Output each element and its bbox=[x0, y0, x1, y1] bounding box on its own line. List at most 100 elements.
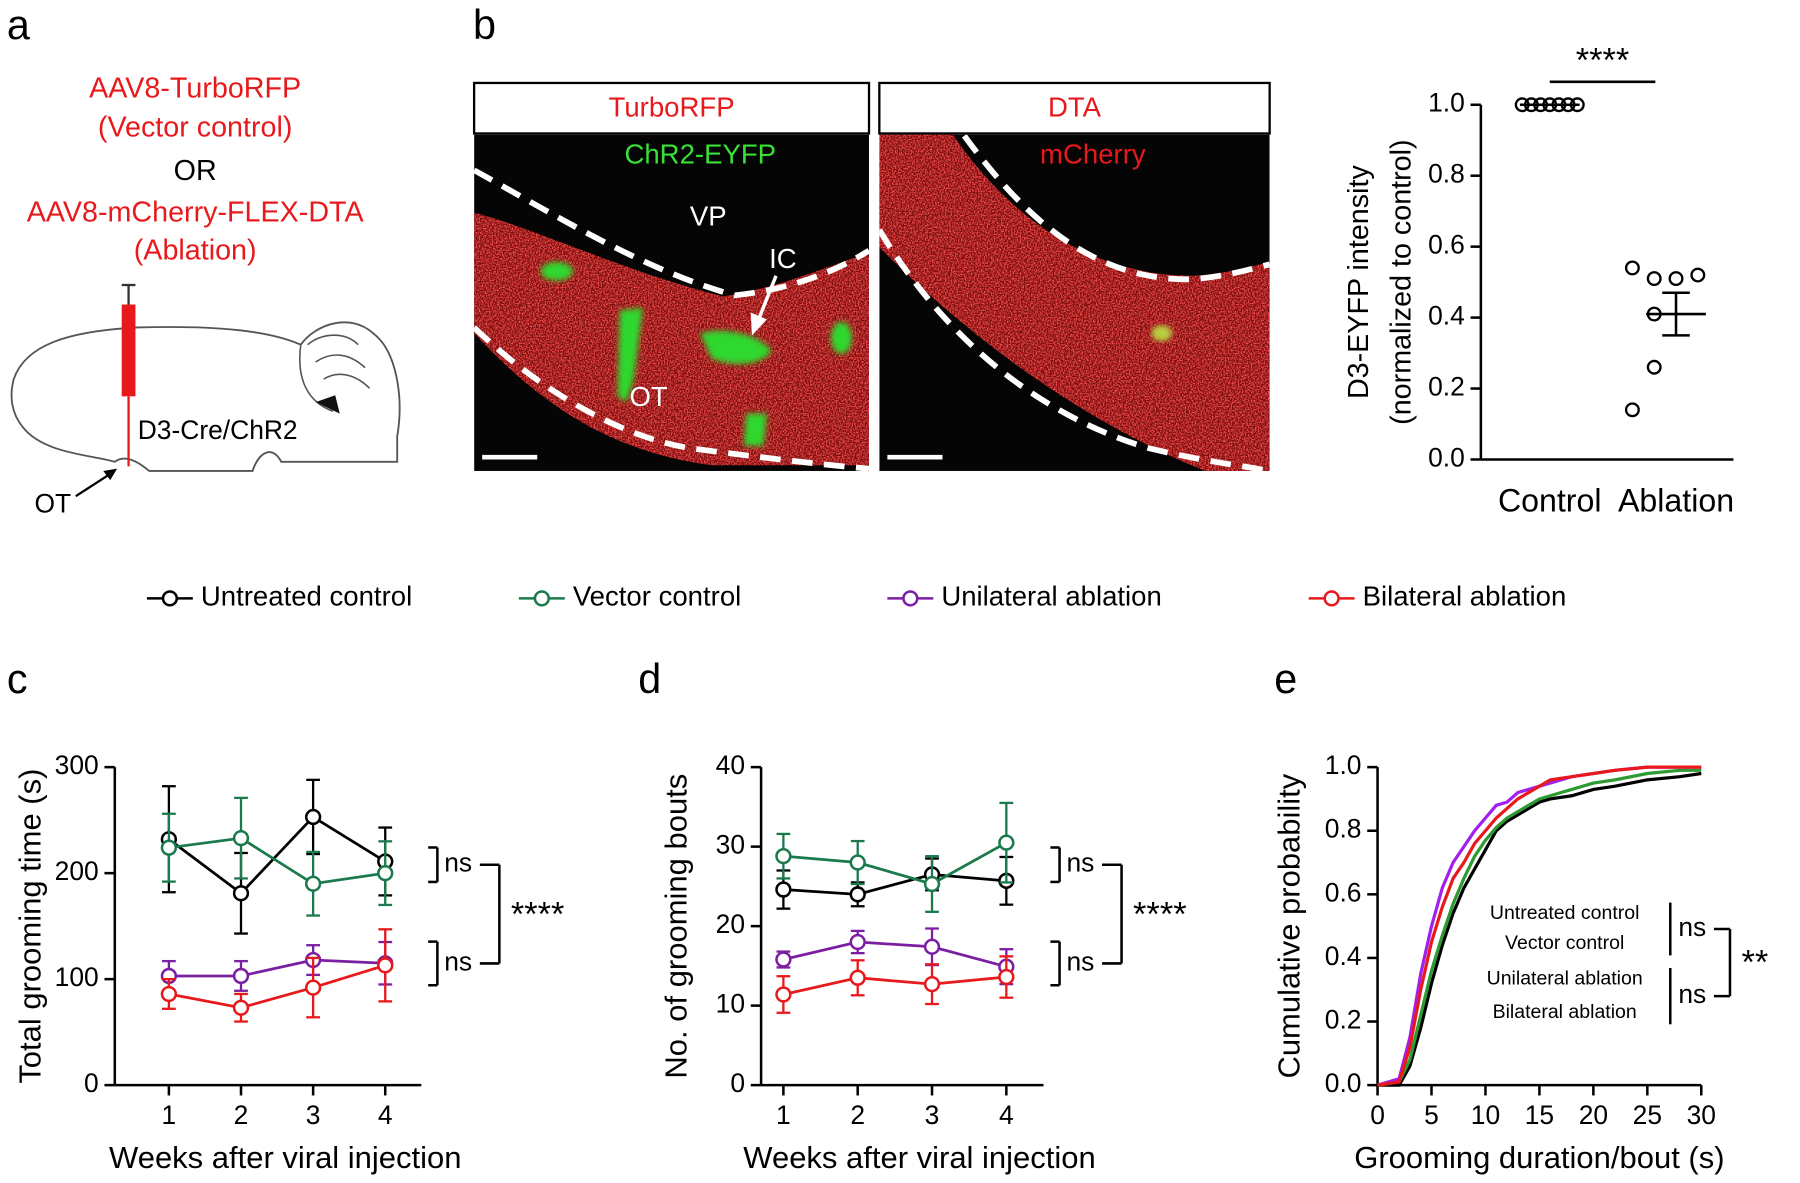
x-tick-label: 1 bbox=[162, 1100, 177, 1130]
panel-label: a bbox=[7, 2, 30, 48]
x-axis-label: Grooming duration/bout (s) bbox=[1354, 1140, 1724, 1175]
image-header-label: TurboRFP bbox=[609, 92, 735, 123]
series-line bbox=[1377, 765, 1702, 1087]
x-tick-label: 25 bbox=[1633, 1100, 1662, 1130]
x-axis-label: Weeks after viral injection bbox=[743, 1140, 1095, 1175]
x-tick-label: 30 bbox=[1687, 1100, 1716, 1130]
virus-label: (Vector control) bbox=[98, 111, 293, 143]
significance-label: **** bbox=[1576, 41, 1630, 79]
y-tick-label: 10 bbox=[716, 989, 745, 1019]
y-tick-label: 100 bbox=[55, 962, 99, 992]
or-label: OR bbox=[174, 155, 217, 187]
y-tick-label: 30 bbox=[716, 830, 745, 860]
series-label: Vector control bbox=[1505, 932, 1624, 954]
series-line bbox=[783, 841, 1008, 886]
data-point bbox=[849, 886, 866, 903]
significance-label: **** bbox=[1133, 895, 1187, 933]
data-point bbox=[232, 999, 250, 1016]
series-line bbox=[168, 958, 386, 978]
data-point bbox=[923, 976, 941, 993]
y-tick-label: 0.8 bbox=[1428, 159, 1465, 189]
brain-outline bbox=[10, 321, 401, 472]
data-point bbox=[304, 808, 322, 826]
series-line bbox=[1377, 768, 1702, 1087]
legend-label: Unilateral ablation bbox=[941, 581, 1162, 612]
panel-label: b bbox=[473, 2, 496, 48]
x-tick-label: 5 bbox=[1424, 1100, 1439, 1130]
data-point bbox=[160, 839, 178, 856]
series-line bbox=[168, 964, 386, 1010]
series-label: Unilateral ablation bbox=[1487, 968, 1643, 990]
data-point bbox=[775, 986, 792, 1003]
image-header bbox=[878, 81, 1271, 135]
region-label: OT bbox=[629, 381, 667, 412]
data-point bbox=[1646, 271, 1662, 287]
panel-label: c bbox=[7, 656, 28, 702]
y-axis-label: D3-EYFP intensity bbox=[1343, 165, 1375, 399]
mouse-line: D3-Cre/ChR2 bbox=[138, 415, 298, 445]
image-header bbox=[472, 81, 871, 135]
data-point bbox=[849, 969, 866, 986]
legend-marker bbox=[161, 590, 179, 607]
data-point bbox=[1646, 359, 1662, 375]
y-tick-label: 0.0 bbox=[1428, 442, 1465, 472]
data-point bbox=[1690, 267, 1706, 283]
y-tick-label: 20 bbox=[716, 909, 745, 939]
data-point bbox=[160, 985, 178, 1003]
y-tick-label: 1.0 bbox=[1325, 750, 1362, 780]
cerebellum bbox=[299, 334, 371, 413]
virus-label: AAV8-mCherry-FLEX-DTA bbox=[27, 196, 365, 228]
data-point bbox=[849, 854, 866, 871]
y-axis-label: Total grooming time (s) bbox=[12, 769, 47, 1084]
data-point bbox=[923, 875, 941, 893]
x-tick-label: 20 bbox=[1579, 1100, 1608, 1130]
significance-label: ns bbox=[1678, 979, 1706, 1009]
legend-label: Vector control bbox=[573, 581, 741, 612]
data-point bbox=[304, 979, 322, 996]
significance-label: **** bbox=[511, 895, 565, 933]
significance-label: ns bbox=[444, 848, 472, 878]
virus-label: (Ablation) bbox=[134, 234, 257, 266]
y-tick-label: 40 bbox=[716, 750, 745, 780]
x-tick-label: Control bbox=[1498, 483, 1602, 519]
y-tick-label: 0 bbox=[84, 1068, 99, 1098]
x-tick-label: 4 bbox=[999, 1100, 1014, 1130]
virus-label: AAV8-TurboRFP bbox=[89, 72, 301, 104]
arrow-head bbox=[750, 312, 767, 336]
significance-label: ns bbox=[1066, 946, 1094, 976]
x-tick-label: 4 bbox=[378, 1100, 393, 1130]
x-tick-label: 2 bbox=[850, 1100, 865, 1130]
series-line bbox=[783, 940, 1007, 969]
data-point bbox=[377, 957, 394, 974]
series-label: Untreated control bbox=[1490, 902, 1640, 924]
x-tick-label: 2 bbox=[234, 1100, 249, 1130]
y-tick-label: 200 bbox=[55, 856, 99, 886]
data-point bbox=[775, 848, 792, 865]
legend-label: Bilateral ablation bbox=[1363, 581, 1567, 612]
y-tick-label: 0.6 bbox=[1325, 877, 1362, 907]
series-line bbox=[783, 873, 1007, 896]
series-line bbox=[783, 975, 1007, 996]
syringe bbox=[121, 304, 136, 397]
brainstem bbox=[315, 395, 340, 414]
data-point bbox=[232, 885, 250, 902]
x-tick-label: 3 bbox=[306, 1100, 321, 1130]
data-point bbox=[923, 938, 941, 955]
significance-label: ns bbox=[1678, 912, 1706, 942]
micrograph bbox=[879, 134, 1270, 471]
series-line bbox=[1377, 765, 1702, 1087]
stain-label: ChR2-EYFP bbox=[624, 139, 776, 170]
y-tick-label: 0.4 bbox=[1325, 941, 1362, 971]
significance-label: ** bbox=[1741, 944, 1768, 982]
y-axis-label: (normalized to control) bbox=[1385, 139, 1417, 424]
data-point bbox=[998, 968, 1015, 986]
micrograph bbox=[474, 134, 870, 471]
data-point bbox=[1668, 271, 1684, 287]
data-point bbox=[377, 864, 394, 882]
y-axis-label: No. of grooming bouts bbox=[659, 774, 694, 1079]
panel-label: e bbox=[1274, 656, 1297, 702]
significance-label: ns bbox=[444, 946, 472, 976]
series-label: Bilateral ablation bbox=[1493, 1001, 1637, 1023]
data-point bbox=[775, 881, 792, 898]
y-tick-label: 0 bbox=[730, 1068, 745, 1098]
